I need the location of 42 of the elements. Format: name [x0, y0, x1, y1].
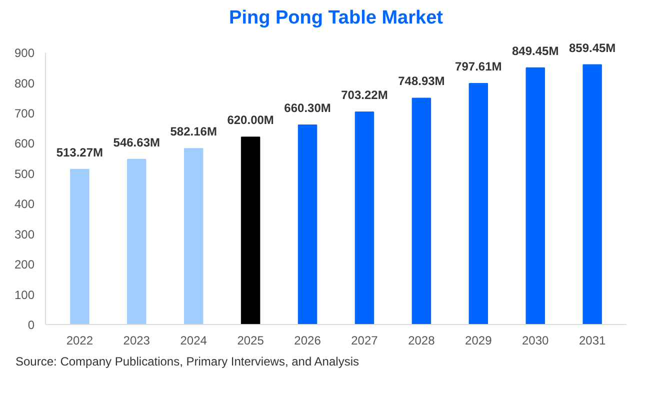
bar — [127, 158, 146, 324]
data-label: 582.16M — [170, 124, 217, 139]
bar — [240, 136, 260, 324]
y-tick-label: 500 — [14, 166, 35, 181]
bar — [298, 124, 318, 324]
data-label: 797.61M — [455, 59, 502, 74]
x-tick-label: 2028 — [408, 334, 436, 348]
data-label: 660.30M — [284, 100, 331, 115]
data-label: 859.45M — [568, 40, 616, 55]
x-tick-label: 2026 — [294, 334, 322, 348]
bar — [526, 67, 545, 324]
x-tick-label: 2030 — [522, 334, 550, 348]
source-note: Source: Company Publications, Primary Interviews, and Analysis — [16, 354, 359, 368]
y-tick-label: 700 — [14, 106, 35, 120]
y-tick-label: 300 — [14, 227, 35, 242]
x-tick-label: 2023 — [123, 334, 150, 348]
x-tick-label: 2022 — [66, 334, 94, 348]
y-tick-label: 600 — [14, 136, 35, 151]
bar — [354, 112, 374, 324]
y-tick-label: 200 — [14, 258, 35, 272]
bar — [582, 64, 602, 324]
data-label: 513.27M — [56, 145, 104, 160]
bar — [184, 148, 204, 324]
data-label: 546.63M — [113, 135, 160, 150]
y-tick-label: 100 — [14, 288, 35, 302]
data-label: 620.00M — [227, 113, 274, 128]
y-tick-label: 0 — [28, 318, 35, 332]
x-tick-label: 2024 — [180, 334, 208, 348]
y-tick-label: 800 — [14, 76, 35, 90]
bar — [468, 82, 488, 324]
bar — [412, 98, 432, 324]
y-tick-label: 900 — [14, 46, 35, 60]
x-tick-label: 2031 — [578, 334, 606, 348]
x-tick-label: 2025 — [237, 334, 264, 348]
bar — [70, 168, 90, 324]
x-tick-label: 2029 — [465, 334, 492, 348]
x-tick-label: 2027 — [351, 334, 378, 348]
data-label: 849.45M — [512, 44, 559, 58]
data-label: 748.93M — [398, 74, 445, 88]
chart-title: Ping Pong Table Market — [229, 8, 444, 28]
data-label: 703.22M — [341, 88, 388, 102]
y-tick-label: 400 — [14, 197, 35, 212]
